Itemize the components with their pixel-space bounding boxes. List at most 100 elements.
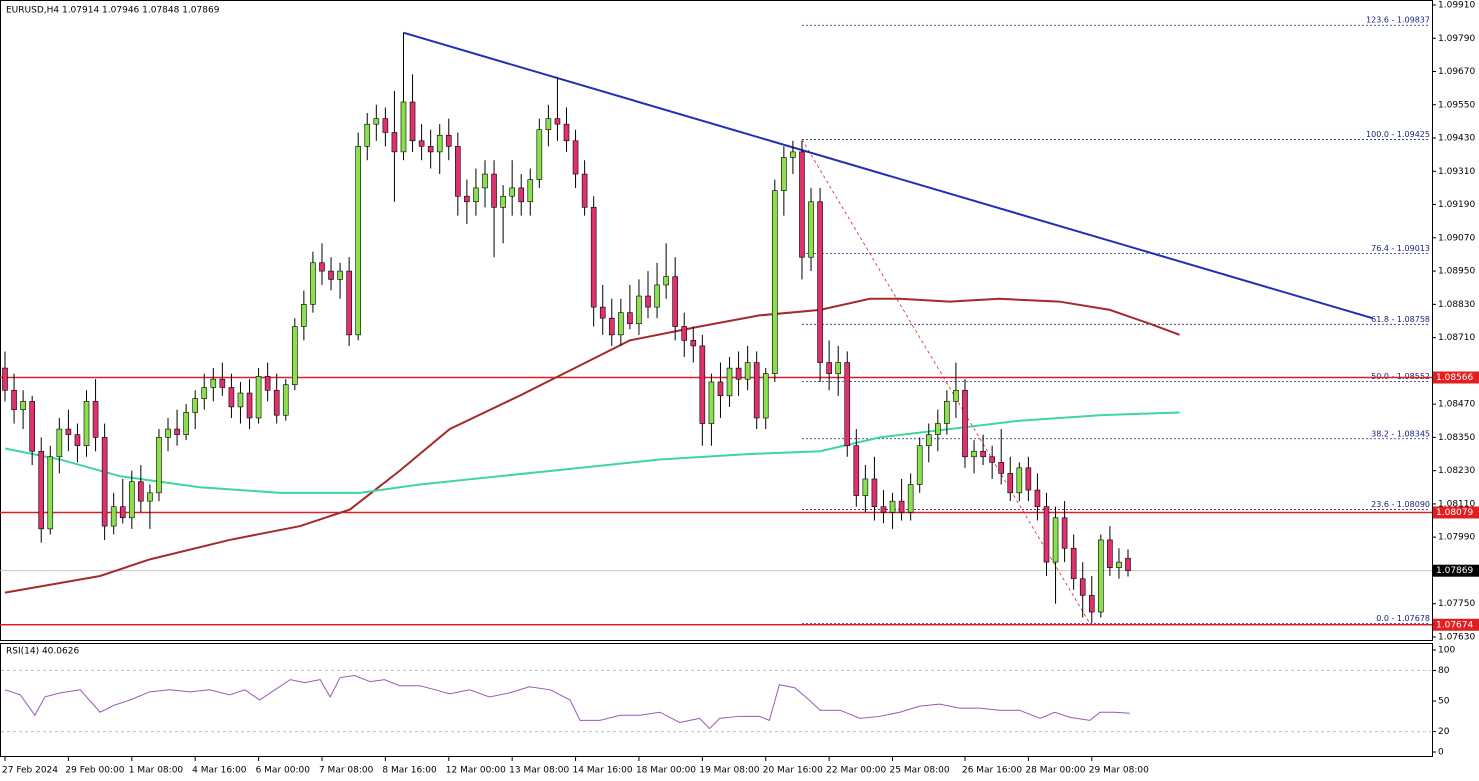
candle-body: [681, 326, 688, 341]
candle-body: [1034, 489, 1041, 507]
x-tick-label: 18 Mar 00:00: [636, 766, 696, 776]
candle-body: [654, 284, 660, 308]
candle-body: [663, 276, 669, 286]
candle-body: [980, 450, 986, 458]
candle-body: [1052, 517, 1059, 563]
level-label: 1.07674: [1436, 620, 1473, 630]
candle-body: [880, 506, 887, 513]
candle-body: [808, 201, 814, 258]
candle-body: [527, 179, 534, 203]
candle-body: [355, 146, 362, 336]
candle-body: [953, 389, 959, 402]
candle-body: [246, 392, 253, 419]
candle-body: [645, 295, 651, 308]
fib-level-label: 76.4 - 1.09013: [1371, 244, 1430, 253]
rsi-title: RSI(14) 40.0626: [6, 647, 79, 657]
candle-body: [47, 456, 54, 530]
candle-body: [1116, 561, 1122, 568]
candle-body: [862, 478, 869, 496]
candle-body: [346, 270, 352, 336]
candle-body: [29, 401, 35, 452]
candle-body: [282, 384, 289, 416]
rsi-y-tick-label: 50: [1438, 697, 1450, 707]
x-tick-label: 20 Mar 16:00: [763, 766, 823, 776]
fib-level-label: 38.2 - 1.08345: [1371, 429, 1430, 438]
candle-body: [989, 456, 995, 463]
trendline: [403, 31, 1373, 320]
candle-body: [898, 500, 905, 513]
candle-body: [753, 362, 760, 419]
candle-body: [853, 445, 860, 496]
y-tick-label: 1.07990: [1438, 533, 1475, 543]
chart-title: EURUSD,H4 1.07914 1.07946 1.07848 1.0786…: [6, 6, 220, 16]
candle-body: [907, 484, 914, 513]
candle-body: [56, 428, 63, 458]
candle-body: [563, 123, 570, 142]
candle-body: [65, 428, 72, 435]
fib-anchor-line: [801, 139, 1091, 624]
x-tick-label: 25 Mar 08:00: [890, 766, 950, 776]
current-price-box: [1433, 564, 1479, 577]
level-label-box: [1433, 506, 1479, 519]
candle-body: [2, 367, 8, 391]
candle-body: [599, 306, 606, 319]
candle-body: [781, 157, 787, 191]
candle-body: [944, 401, 950, 424]
candle-body: [391, 132, 398, 153]
candle-body: [20, 401, 26, 410]
x-tick-label: 19 Mar 08:00: [699, 766, 759, 776]
candle-body: [101, 437, 108, 527]
y-tick-label: 1.07750: [1438, 599, 1475, 609]
fib-level-label: 50.0 - 1.08552: [1371, 372, 1430, 381]
level-label: 1.08566: [1436, 373, 1473, 383]
x-tick-label: 8 Mar 16:00: [382, 766, 437, 776]
candle-body: [536, 129, 543, 180]
candle-body: [364, 123, 371, 147]
y-tick-label: 1.09670: [1438, 67, 1475, 77]
candle-body: [183, 412, 189, 435]
candle-body: [165, 428, 171, 438]
candle-body: [817, 201, 823, 363]
candle-body: [119, 506, 126, 519]
x-tick-label: 12 Mar 00:00: [446, 766, 506, 776]
fib-level-label: 100.0 - 1.09425: [1366, 130, 1430, 139]
candle-body: [400, 101, 407, 153]
candle-body: [192, 398, 198, 413]
candle-body: [762, 373, 769, 419]
candle-body: [871, 478, 878, 507]
x-tick-label: 13 Mar 08:00: [509, 766, 569, 776]
candle-body: [319, 262, 325, 272]
candle-body: [219, 378, 226, 388]
candle-body: [998, 462, 1005, 474]
candle-body: [971, 450, 977, 458]
candle-body: [128, 481, 135, 519]
x-tick-label: 29 Mar 08:00: [1089, 766, 1149, 776]
candle-body: [373, 118, 380, 125]
candle-body: [1070, 547, 1077, 580]
candle-body: [228, 387, 235, 408]
y-tick-label: 1.08110: [1438, 499, 1475, 509]
candle-body: [11, 389, 17, 410]
rsi-panel-frame: [0, 643, 1433, 757]
candle-body: [147, 492, 153, 502]
candle-body: [174, 428, 180, 435]
candle-body: [92, 401, 99, 438]
x-tick-label: 26 Mar 16:00: [962, 766, 1022, 776]
candle-body: [790, 151, 796, 158]
candle-body: [38, 450, 45, 530]
candle-body: [509, 187, 515, 197]
x-tick-label: 29 Feb 00:00: [65, 766, 124, 776]
y-tick-label: 1.08950: [1438, 267, 1475, 277]
fib-level-label: 123.6 - 1.09837: [1366, 16, 1430, 25]
candle-body: [916, 445, 923, 485]
x-tick-label: 14 Mar 16:00: [573, 766, 633, 776]
candle-body: [1043, 506, 1050, 563]
candle-body: [726, 367, 733, 397]
candle-body: [554, 118, 561, 125]
candle-body: [1079, 578, 1086, 596]
candle-body: [1061, 517, 1068, 549]
candle-body: [1016, 467, 1023, 494]
candle-body: [717, 381, 724, 397]
